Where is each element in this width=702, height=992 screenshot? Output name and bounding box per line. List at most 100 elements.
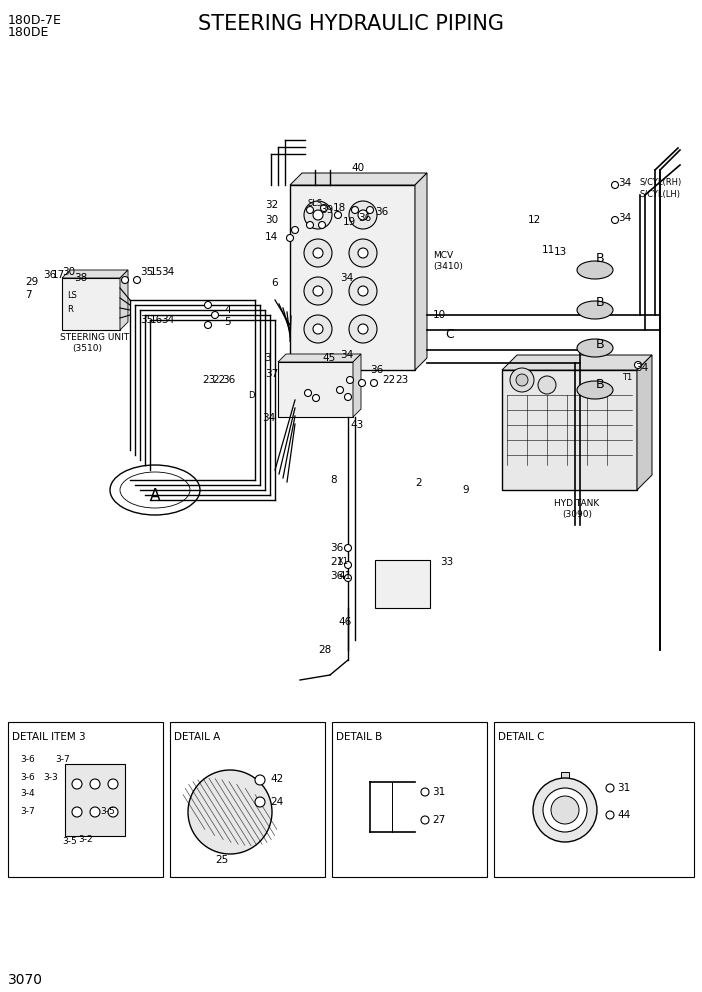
Circle shape xyxy=(358,248,368,258)
Polygon shape xyxy=(502,355,652,370)
Circle shape xyxy=(286,234,293,241)
Circle shape xyxy=(510,368,534,392)
Text: 36: 36 xyxy=(370,365,383,375)
Text: 4: 4 xyxy=(224,305,231,315)
Polygon shape xyxy=(353,354,361,417)
Text: 36: 36 xyxy=(375,207,388,217)
Text: 31: 31 xyxy=(617,783,630,793)
Text: 3-6: 3-6 xyxy=(20,756,35,765)
Text: 41: 41 xyxy=(338,571,351,581)
Text: SLS: SLS xyxy=(308,198,323,207)
Text: 180DE: 180DE xyxy=(8,26,49,39)
Circle shape xyxy=(349,239,377,267)
Text: 13: 13 xyxy=(554,247,567,257)
Text: LS: LS xyxy=(67,292,77,301)
Text: 34: 34 xyxy=(340,350,353,360)
Text: 3-5: 3-5 xyxy=(100,807,114,816)
Bar xyxy=(332,722,487,877)
Text: 14: 14 xyxy=(265,232,278,242)
Circle shape xyxy=(538,376,556,394)
Text: 5: 5 xyxy=(224,317,231,327)
Circle shape xyxy=(90,779,100,789)
Circle shape xyxy=(551,796,579,824)
Polygon shape xyxy=(415,173,427,370)
Text: 3-6: 3-6 xyxy=(20,773,35,782)
Text: 3-7: 3-7 xyxy=(55,756,69,765)
Text: DETAIL C: DETAIL C xyxy=(498,732,545,742)
Text: 3070: 3070 xyxy=(8,973,43,987)
Ellipse shape xyxy=(577,381,613,399)
Circle shape xyxy=(305,390,312,397)
Bar xyxy=(502,370,637,490)
Text: 36: 36 xyxy=(330,571,343,581)
Text: D: D xyxy=(248,391,255,400)
Bar xyxy=(8,722,163,877)
Circle shape xyxy=(611,182,618,188)
Text: 24: 24 xyxy=(270,797,283,807)
Circle shape xyxy=(72,807,82,817)
Text: HYD TANK: HYD TANK xyxy=(555,500,600,509)
Circle shape xyxy=(421,816,429,824)
Text: 36: 36 xyxy=(43,270,56,280)
Circle shape xyxy=(304,201,332,229)
Polygon shape xyxy=(637,355,652,490)
Circle shape xyxy=(358,210,368,220)
Text: MCV: MCV xyxy=(433,251,453,260)
Circle shape xyxy=(313,210,323,220)
Circle shape xyxy=(307,221,314,228)
Circle shape xyxy=(606,811,614,819)
Text: 25: 25 xyxy=(215,855,228,865)
Circle shape xyxy=(90,807,100,817)
Text: 18: 18 xyxy=(333,203,346,213)
Text: S/CYL(LH): S/CYL(LH) xyxy=(640,190,681,199)
Text: 34: 34 xyxy=(161,315,174,325)
Text: 36: 36 xyxy=(222,375,235,385)
Polygon shape xyxy=(290,173,427,185)
Text: 34: 34 xyxy=(618,178,631,188)
Text: 39: 39 xyxy=(320,205,333,215)
Circle shape xyxy=(304,277,332,305)
Text: STEERING UNIT: STEERING UNIT xyxy=(60,333,129,342)
Text: 40: 40 xyxy=(352,163,364,173)
Polygon shape xyxy=(62,270,128,278)
Text: 46: 46 xyxy=(338,617,351,627)
Ellipse shape xyxy=(577,261,613,279)
Circle shape xyxy=(108,807,118,817)
Text: 180D-7E: 180D-7E xyxy=(8,14,62,27)
Text: (3510): (3510) xyxy=(72,343,102,352)
Text: 34: 34 xyxy=(262,413,275,423)
Text: 15: 15 xyxy=(150,267,164,277)
Text: 23: 23 xyxy=(202,375,216,385)
Text: 10: 10 xyxy=(433,310,446,320)
Text: 19: 19 xyxy=(343,217,356,227)
Text: 31: 31 xyxy=(432,787,445,797)
Text: 9: 9 xyxy=(462,485,469,495)
Text: 43: 43 xyxy=(350,420,363,430)
Circle shape xyxy=(349,315,377,343)
Circle shape xyxy=(255,797,265,807)
Circle shape xyxy=(635,361,642,368)
Text: C: C xyxy=(446,328,454,341)
Text: 34: 34 xyxy=(161,267,174,277)
Circle shape xyxy=(188,770,272,854)
Circle shape xyxy=(313,286,323,296)
Text: 16: 16 xyxy=(150,315,164,325)
Polygon shape xyxy=(120,270,128,330)
Text: 22: 22 xyxy=(382,375,395,385)
Bar xyxy=(375,560,430,608)
Circle shape xyxy=(533,778,597,842)
Text: 36: 36 xyxy=(358,213,371,223)
Text: 32: 32 xyxy=(265,200,278,210)
Circle shape xyxy=(72,779,82,789)
Text: 33: 33 xyxy=(440,557,453,567)
Circle shape xyxy=(358,286,368,296)
Circle shape xyxy=(366,206,373,213)
Circle shape xyxy=(304,239,332,267)
Text: 3-2: 3-2 xyxy=(78,835,93,844)
Circle shape xyxy=(371,380,378,387)
Circle shape xyxy=(345,545,352,552)
Text: 30: 30 xyxy=(62,267,75,277)
Circle shape xyxy=(313,324,323,334)
Text: 37: 37 xyxy=(265,369,278,379)
Text: 3-4: 3-4 xyxy=(20,790,34,799)
